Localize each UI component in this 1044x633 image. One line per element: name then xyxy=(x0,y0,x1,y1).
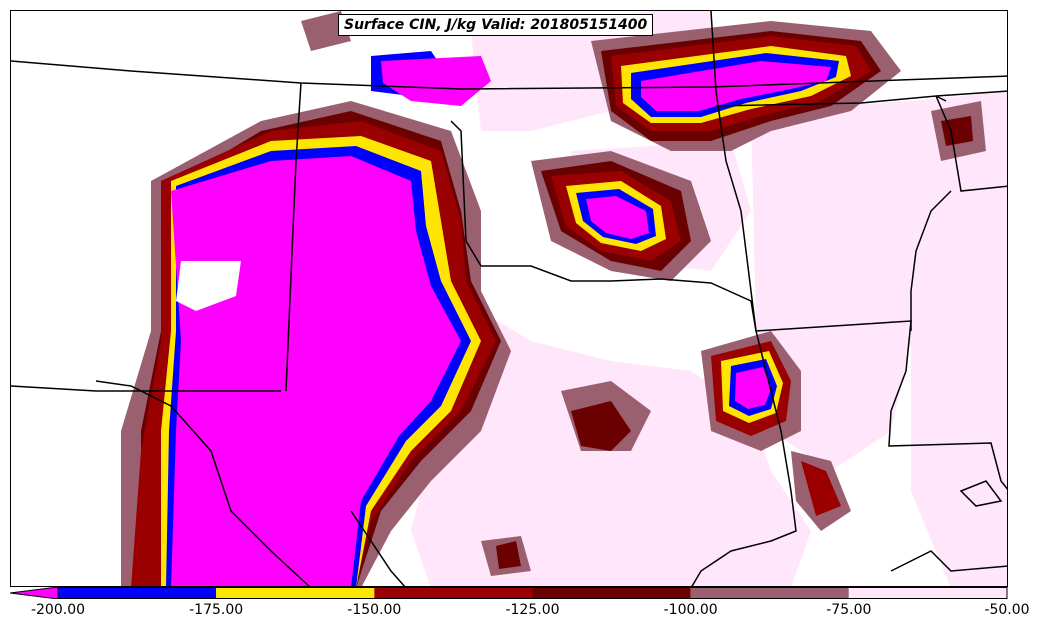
map-title: Surface CIN, J/kg Valid: 201805151400 xyxy=(338,14,654,36)
state-borders xyxy=(11,11,1007,586)
colorbar-under-arrow xyxy=(10,587,59,599)
colorbar-outline xyxy=(57,587,1008,599)
map-panel xyxy=(10,10,1008,587)
colorbar-bin xyxy=(216,587,375,599)
tick-label: -175.00 xyxy=(189,602,244,618)
colorbar-bin xyxy=(848,587,1007,599)
cin-map xyxy=(11,11,1007,586)
cin-field-clear xyxy=(11,11,551,586)
tick-label: -50.00 xyxy=(984,602,1030,618)
colorbar-bin xyxy=(374,587,533,599)
colorbar xyxy=(10,587,1008,599)
tick-label: -75.00 xyxy=(826,602,872,618)
colorbar-bin xyxy=(532,587,691,599)
tick-label: -125.00 xyxy=(505,602,560,618)
colorbar-bin xyxy=(690,587,849,599)
colorbar-bin xyxy=(58,587,217,599)
tick-label: -100.00 xyxy=(663,602,718,618)
colorbar-bins xyxy=(58,587,1007,599)
tick-label: -200.00 xyxy=(30,602,86,618)
tick-label: -150.00 xyxy=(347,602,402,618)
